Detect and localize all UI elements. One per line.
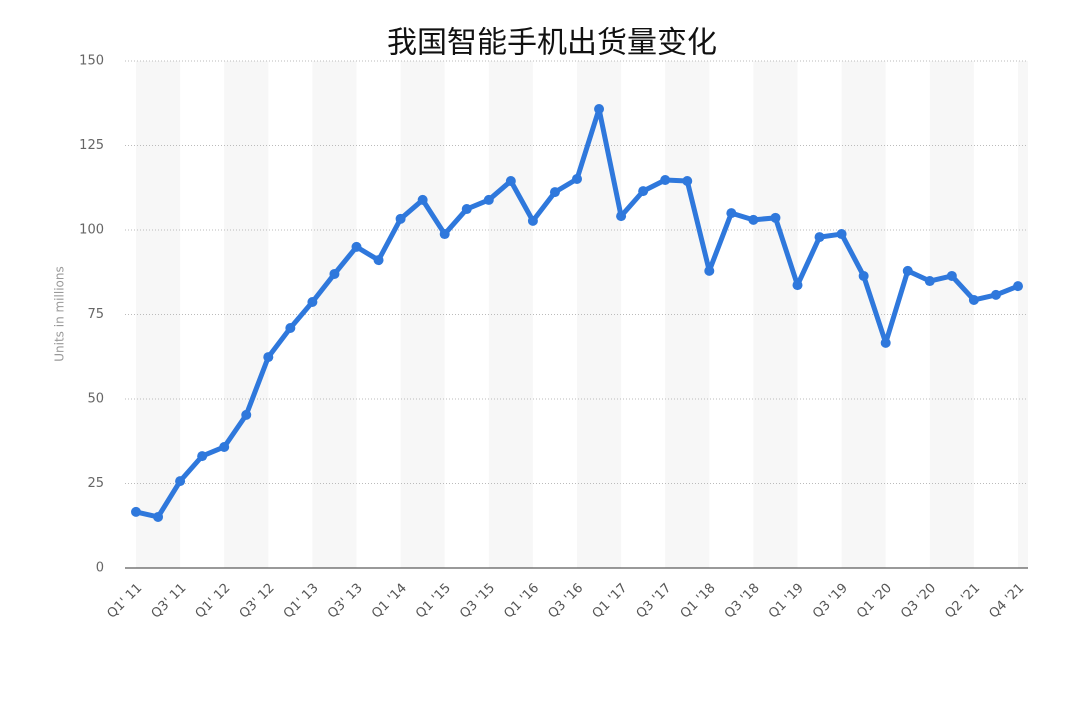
point xyxy=(197,451,208,462)
x-tick-label: Q1' 12 xyxy=(193,581,234,622)
point xyxy=(770,212,781,223)
x-tick-label: Q1 '14 xyxy=(369,581,410,622)
y-axis-label: Units in millions xyxy=(53,266,67,361)
point xyxy=(131,506,141,517)
point xyxy=(946,270,957,281)
x-tick-label: Q3 '19 xyxy=(810,581,851,622)
x-tick-label: Q3 '15 xyxy=(457,581,498,622)
x-tick-label: Q1 '19 xyxy=(766,581,807,622)
point xyxy=(263,352,274,363)
x-tick-label: Q3' 11 xyxy=(149,581,190,622)
x-tick-label: Q3' 12 xyxy=(237,581,278,622)
x-tick-label: Q1' 11 xyxy=(104,581,145,622)
y-tick-label: 75 xyxy=(87,307,104,322)
point xyxy=(219,441,230,452)
point xyxy=(175,476,186,487)
point xyxy=(285,323,296,334)
y-tick-label: 100 xyxy=(79,223,104,238)
point xyxy=(527,215,538,226)
point xyxy=(616,211,627,222)
point xyxy=(483,194,494,205)
x-tick-label: Q3 '18 xyxy=(722,581,763,622)
x-tick-label: Q3 '16 xyxy=(545,581,586,622)
y-tick-label: 25 xyxy=(87,476,104,491)
point xyxy=(373,255,384,266)
x-tick-label: Q1 '15 xyxy=(413,581,454,622)
point xyxy=(549,187,560,198)
point xyxy=(660,174,671,185)
x-tick-label: Q2 '21 xyxy=(942,581,983,622)
x-tick-label: Q3 '20 xyxy=(898,581,939,622)
x-tick-label: Q4 '21 xyxy=(986,581,1027,622)
point xyxy=(792,280,803,291)
point xyxy=(153,511,164,522)
point xyxy=(329,268,340,279)
point xyxy=(395,213,406,224)
y-tick-label: 50 xyxy=(87,392,104,407)
x-tick-label: Q1 '20 xyxy=(854,581,895,622)
point xyxy=(836,229,847,240)
x-tick-label: Q1' 13 xyxy=(281,581,322,622)
point xyxy=(814,232,825,243)
x-tick-label: Q3' 13 xyxy=(325,581,366,622)
band xyxy=(488,61,533,568)
point xyxy=(1013,281,1023,292)
point xyxy=(858,270,869,281)
band xyxy=(929,61,974,568)
point xyxy=(505,175,516,186)
point xyxy=(417,194,428,205)
point xyxy=(439,229,450,240)
point xyxy=(902,265,913,276)
point xyxy=(461,204,472,215)
x-tick-label: Q1 '17 xyxy=(590,581,631,622)
point xyxy=(307,296,318,307)
point xyxy=(241,409,252,420)
point xyxy=(748,214,759,225)
point xyxy=(594,103,605,114)
point xyxy=(968,294,979,305)
band xyxy=(312,61,357,568)
point xyxy=(638,186,649,197)
x-tick-label: Q3 '17 xyxy=(634,581,675,622)
chart-title: 我国智能手机出货量变化 xyxy=(387,26,717,61)
point xyxy=(880,337,891,348)
y-tick-label: 125 xyxy=(79,138,104,153)
point xyxy=(351,241,362,252)
point xyxy=(572,173,582,184)
x-tick-label: Q1 '18 xyxy=(678,581,719,622)
y-tick-label: 0 xyxy=(96,561,104,576)
point xyxy=(682,175,693,186)
band xyxy=(753,61,798,568)
point xyxy=(924,276,935,287)
y-tick-label: 150 xyxy=(79,54,104,69)
point xyxy=(726,208,737,219)
point xyxy=(990,289,1001,300)
x-tick-label: Q1 '16 xyxy=(501,581,542,622)
point xyxy=(704,265,715,276)
